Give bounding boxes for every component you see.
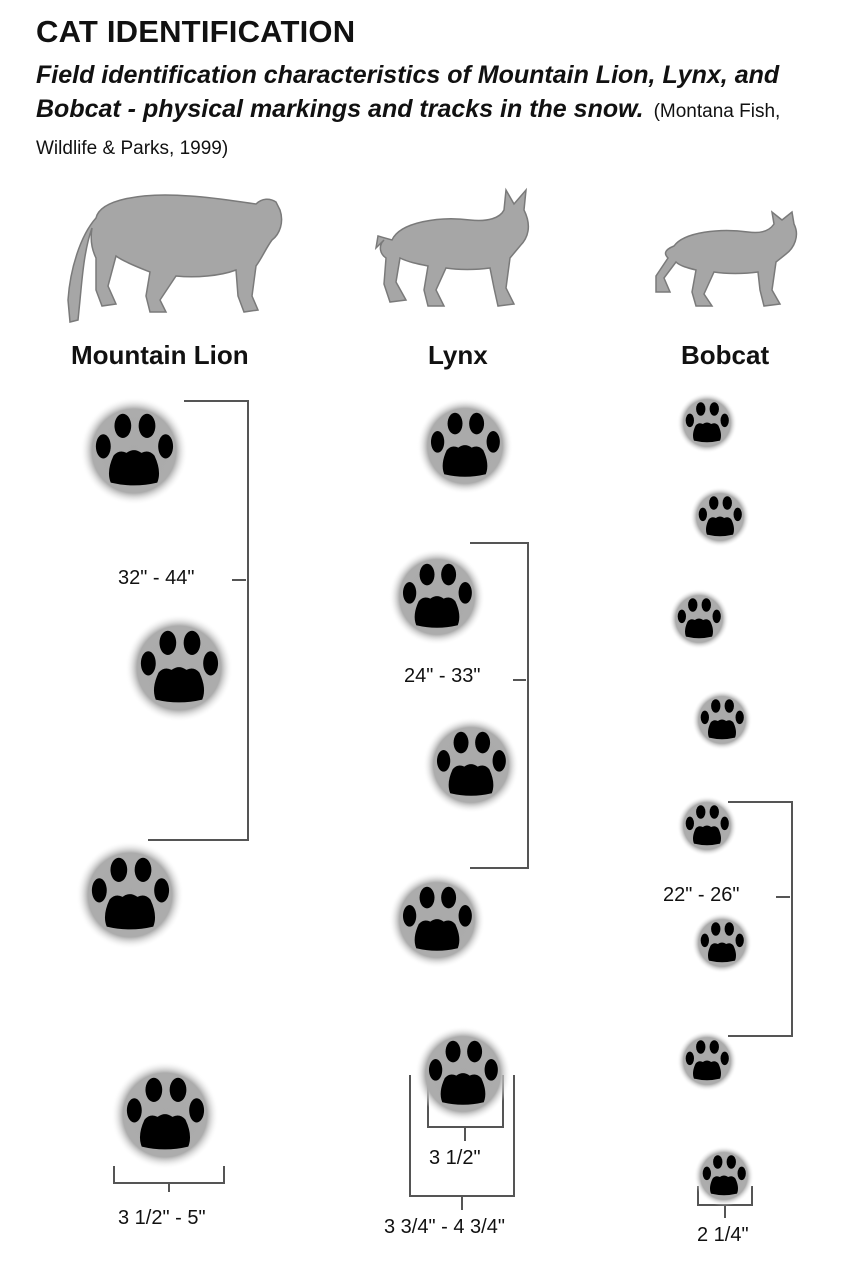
lynx-track	[416, 397, 514, 495]
lynx-track	[388, 871, 486, 969]
mountain-lion-track	[125, 614, 233, 722]
bobcat-stride-bracket	[728, 801, 793, 1037]
bobcat-silhouette	[655, 210, 798, 307]
bobcat-track	[691, 912, 753, 974]
bobcat-track	[676, 795, 738, 857]
mountain-lion-track	[80, 397, 188, 505]
citation: (Montana Fish, Wildlife & Parks, 1999)	[36, 101, 781, 159]
subtitle-text: Field identification characteristics of …	[36, 61, 780, 123]
mountain-lion-track	[111, 1061, 219, 1169]
lynx-outer-size-bracket	[409, 1075, 515, 1210]
lynx-track	[422, 716, 520, 814]
mountain-lion-tracks	[76, 397, 233, 1169]
lynx-inner-track-size-label: 3 1/2"	[429, 1146, 481, 1170]
bobcat-tracks	[668, 392, 755, 1207]
species-label-bobcat: Bobcat	[681, 340, 770, 370]
mountain-lion-stride-bracket	[148, 400, 249, 841]
species-label-mountain-lion: Mountain Lion	[71, 340, 249, 370]
bobcat-track	[668, 588, 730, 650]
species-label-lynx: Lynx	[428, 340, 488, 370]
page-title: CAT IDENTIFICATION	[36, 14, 356, 49]
lynx-silhouette	[374, 187, 530, 307]
lynx-tracks	[388, 397, 520, 1123]
mountain-lion-stride-label: 32" - 44"	[118, 566, 195, 590]
mountain-lion-silhouette	[67, 194, 283, 323]
bobcat-track	[676, 392, 738, 454]
bobcat-stride-label: 22" - 26"	[663, 883, 740, 907]
mountain-lion-track-size-label: 3 1/2" - 5"	[118, 1206, 206, 1230]
bobcat-track	[689, 486, 751, 548]
bobcat-track	[693, 1145, 755, 1207]
lynx-track	[414, 1025, 512, 1123]
lynx-track	[388, 548, 486, 646]
bobcat-track	[691, 689, 753, 751]
mountain-lion-track	[76, 841, 184, 949]
lynx-track-size-label: 3 3/4" - 4 3/4"	[384, 1215, 505, 1239]
lynx-stride-label: 24" - 33"	[404, 664, 481, 688]
mountain-lion-size-bracket	[113, 1166, 225, 1192]
bobcat-track-size-label: 2 1/4"	[697, 1223, 749, 1247]
bobcat-track	[676, 1030, 738, 1092]
lynx-stride-bracket	[470, 542, 529, 869]
page-subtitle: Field identification characteristics of …	[36, 58, 836, 166]
